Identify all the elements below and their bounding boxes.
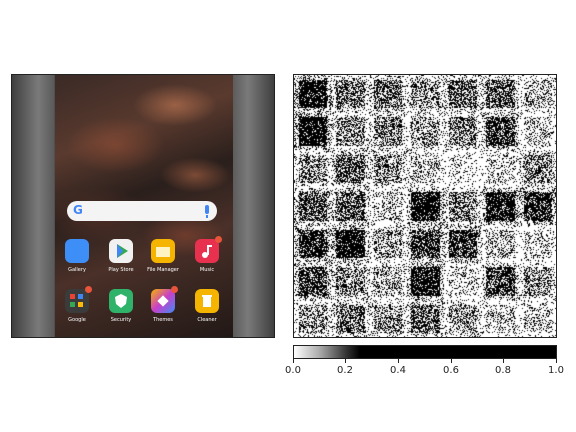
google-logo-icon: G [73,203,83,217]
app-label: File Manager [147,267,179,273]
phone-screen: G Gallery Play Store File Manager Music [55,75,233,337]
app-security[interactable]: Security [101,289,141,323]
app-label: Play Store [108,267,134,273]
notification-badge [171,286,178,293]
app-music[interactable]: Music [187,236,227,273]
page-indicator [135,331,155,335]
microphone-icon[interactable] [205,205,209,218]
notification-badge [215,236,222,243]
colorbar-tick [293,359,294,363]
app-gallery[interactable]: Gallery [57,239,97,273]
colorbar-tick [556,359,557,363]
colorbar-axis: 0.0 0.2 0.4 0.6 0.8 1.0 [285,359,564,379]
app-label: Gallery [68,267,86,273]
app-label: Security [110,317,132,323]
app-google[interactable]: Google [57,286,97,323]
trash-icon [195,289,219,313]
colorbar-tick [398,359,399,363]
colorbar-tick [503,359,504,363]
colorbar-tick-label: 1.0 [548,365,564,376]
app-play-store[interactable]: Play Store [101,239,141,273]
app-label: Themes [153,317,173,323]
colorbar-tick-label: 0.0 [285,365,301,376]
noise-map-canvas [294,75,556,337]
google-folder-icon [65,286,92,313]
colorbar [293,345,557,359]
app-themes[interactable]: Themes [143,286,183,323]
gallery-icon [65,239,89,263]
colorbar-tick-label: 0.2 [337,365,353,376]
app-label: Cleaner [197,317,217,323]
colorbar-tick [345,359,346,363]
app-file-manager[interactable]: File Manager [143,239,183,273]
colorbar-tick-label: 0.6 [443,365,459,376]
colorbar-tick-label: 0.4 [390,365,406,376]
folder-icon [151,239,175,263]
app-label: Google [68,317,86,323]
play-store-icon [109,239,133,263]
search-bar[interactable]: G [67,201,217,221]
phone-image-panel: G Gallery Play Store File Manager Music [11,74,275,338]
noise-map-panel [293,74,557,338]
music-icon [195,236,222,263]
app-label: Music [199,267,215,273]
colorbar-tick-label: 0.8 [495,365,511,376]
themes-icon [151,286,178,313]
notification-badge [85,286,92,293]
app-cleaner[interactable]: Cleaner [187,289,227,323]
shield-icon [109,289,133,313]
colorbar-tick [451,359,452,363]
